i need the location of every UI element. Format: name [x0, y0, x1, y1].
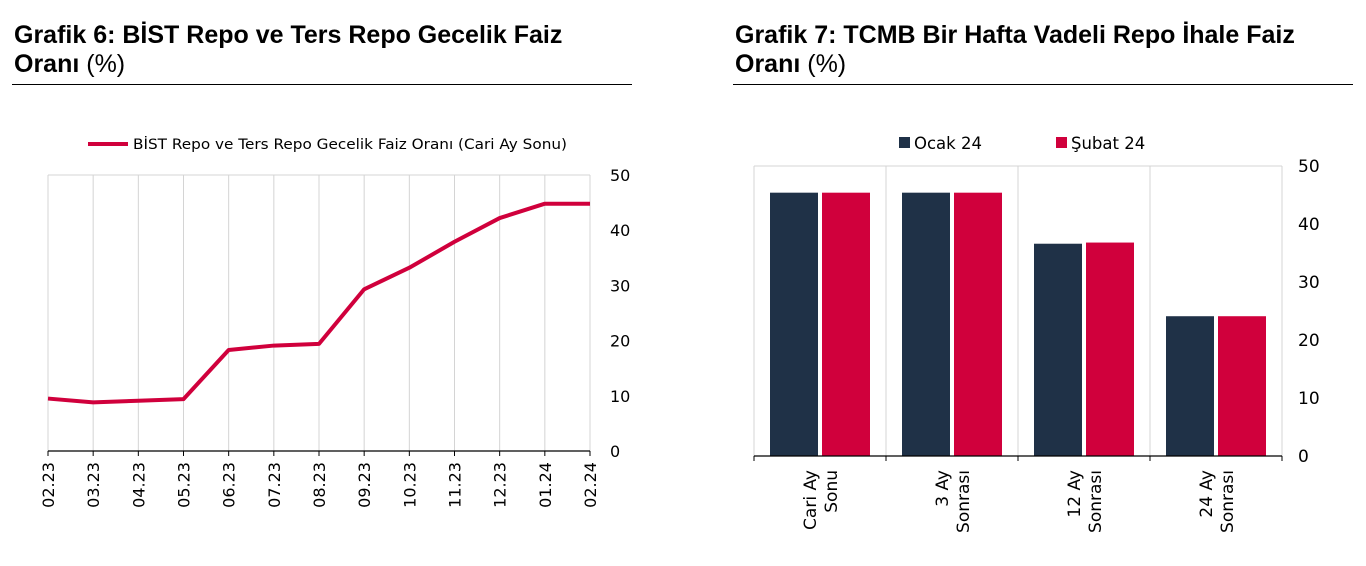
chart7-title-line2: Oranı (%): [735, 50, 1295, 79]
chart6-title-line2: Oranı (%): [14, 50, 562, 79]
chart6-y-tick-label: 10: [610, 387, 630, 406]
chart6-x-tick-label: 02.24: [581, 462, 600, 508]
chart6-x-tick-label: 04.23: [129, 462, 148, 508]
chart6-line-chart: 02.23 03.23 04.23 05.23 06.23 07.23 08.23 09.23…: [39, 135, 630, 508]
chart7-x-tick-label-line: 24 Ay: [1197, 470, 1217, 518]
chart7-bar-ocak: [770, 192, 818, 456]
chart6-x-tick-label: 09.23: [355, 462, 374, 508]
chart7-x-tick-label: 12 AySonrası: [1065, 470, 1106, 533]
chart6-x-tick-label: 12.23: [491, 462, 510, 508]
chart7-legend-label: Şubat 24: [1071, 134, 1145, 153]
chart7-title-word: Oranı: [735, 50, 801, 78]
chart7-legend-swatch: [899, 137, 910, 148]
chart7-x-tick-label-line: Sonrası: [1218, 470, 1238, 533]
chart6-y-tick-label: 0: [610, 442, 620, 461]
chart6-y-tick-label: 40: [610, 221, 630, 240]
chart7-y-tick-label: 30: [1298, 273, 1320, 293]
chart6-y-tick-label: 20: [610, 332, 630, 351]
chart7-legend-label: Ocak 24: [914, 134, 982, 153]
chart7-title-line1: Grafik 7: TCMB Bir Hafta Vadeli Repo İha…: [735, 21, 1295, 49]
chart7-x-tick-label-line: Cari Ay: [801, 470, 821, 530]
chart7-x-tick-label-line: Sonrası: [954, 470, 974, 533]
chart7-bar-subat: [1086, 242, 1134, 456]
chart6-title-line1: Grafik 6: BİST Repo ve Ters Repo Gecelik…: [14, 21, 563, 49]
chart7-y-tick-label: 20: [1298, 331, 1320, 351]
chart7-x-tick-label: 24 AySonrası: [1197, 470, 1238, 533]
chart6-x-tick-label: 07.23: [265, 462, 284, 508]
chart6-y-tick-label: 50: [610, 166, 630, 185]
chart7-y-tick-label: 0: [1298, 447, 1309, 467]
chart6-x-tick-label: 01.24: [536, 462, 555, 508]
chart7-title-unit: (%): [807, 50, 847, 78]
chart6-x-tick-label: 05.23: [175, 462, 194, 508]
chart7-bar-ocak: [902, 192, 950, 456]
chart7-legend-swatch: [1056, 137, 1067, 148]
chart6-title-unit: (%): [86, 50, 126, 78]
chart7-bar-subat: [1218, 316, 1266, 456]
chart7-bar-subat: [822, 192, 870, 456]
chart7-bar-chart: Cari AySonu 3 AySonrası 12 AySonrası 24 AyS…: [753, 134, 1320, 533]
chart7-y-tick-label: 50: [1298, 157, 1320, 177]
chart7-bar-ocak: [1166, 316, 1214, 456]
chart7-x-tick-label-line: 3 Ay: [933, 470, 953, 507]
chart7-y-tick-label: 40: [1298, 215, 1320, 235]
chart6-x-tick-label: 06.23: [220, 462, 239, 508]
chart7-x-tick-label-line: Sonrası: [1086, 470, 1106, 533]
chart7-x-tick-label-line: Sonu: [822, 470, 842, 513]
chart7-title-rule: [733, 84, 1353, 85]
chart6-legend-label: BİST Repo ve Ters Repo Gecelik Faiz Oran…: [133, 135, 567, 153]
chart6-x-tick-label: 11.23: [446, 462, 465, 508]
chart7-x-tick-label: Cari AySonu: [801, 470, 842, 530]
chart6-x-tick-label: 10.23: [400, 462, 419, 508]
chart6-x-tick-label: 08.23: [310, 462, 329, 508]
chart6-y-tick-label: 30: [610, 276, 630, 295]
chart6-x-tick-label: 03.23: [84, 462, 103, 508]
chart7-x-tick-label-line: 12 Ay: [1065, 470, 1085, 518]
chart6-title-rule: [12, 84, 632, 85]
chart7-title: Grafik 7: TCMB Bir Hafta Vadeli Repo İha…: [735, 21, 1295, 79]
chart7-x-tick-label: 3 AySonrası: [933, 470, 974, 533]
chart7-y-tick-label: 10: [1298, 389, 1320, 409]
chart7-bar-subat: [954, 192, 1002, 456]
chart6-title: Grafik 6: BİST Repo ve Ters Repo Gecelik…: [14, 21, 562, 79]
chart6-x-tick-label: 02.23: [39, 462, 58, 508]
chart6-title-word: Oranı: [14, 50, 80, 78]
chart7-bar-ocak: [1034, 243, 1082, 456]
